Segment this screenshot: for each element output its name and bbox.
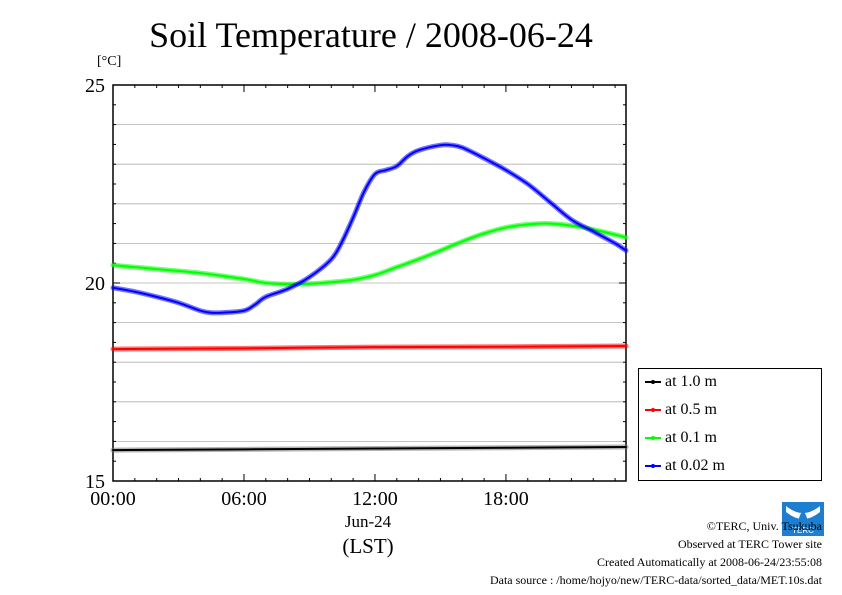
x-date-label: Jun-24 (344, 512, 392, 531)
legend-swatch-0-5m (645, 408, 661, 412)
legend-label-0-02m: at 0.02 m (665, 457, 725, 474)
legend-swatch-1m (645, 380, 661, 384)
series-line-3 (112, 143, 627, 314)
y-unit-label: [°C] (97, 54, 122, 69)
legend-label-0-5m: at 0.5 m (665, 401, 717, 418)
footer-copyright: ©TERC, Univ. Tsukuba (706, 519, 822, 533)
legend-label-0-1m: at 0.1 m (665, 429, 717, 446)
x-tick-label: 12:00 (352, 488, 398, 510)
series-line-0 (112, 445, 627, 452)
x-tick-label: 18:00 (483, 488, 529, 510)
legend: at 1.0 m at 0.5 m at 0.1 m at 0.02 m (638, 368, 822, 481)
x-tick-label: 00:00 (90, 488, 136, 510)
series-line-1 (112, 344, 627, 351)
y-tick-label: 15 (85, 471, 105, 493)
footer-source: Data source : /home/hojyo/new/TERC-data/… (489, 573, 822, 587)
series-lines (110, 142, 629, 453)
legend-label-1m: at 1.0 m (665, 373, 717, 390)
legend-item-0-5m: at 0.5 m (645, 400, 717, 420)
legend-swatch-0-1m (645, 436, 661, 440)
grid-lines (113, 124, 626, 442)
series-line-2 (112, 222, 627, 286)
series-halo-3 (110, 142, 629, 316)
legend-swatch-0-02m (645, 464, 661, 468)
x-timezone-label: (LST) (342, 534, 394, 558)
legend-item-0-02m: at 0.02 m (645, 456, 725, 476)
legend-item-0-1m: at 0.1 m (645, 428, 717, 448)
chart-title: Soil Temperature / 2008-06-24 (149, 15, 593, 55)
series-halo-2 (110, 221, 629, 287)
footer-site: Observed at TERC Tower site (677, 537, 822, 551)
y-tick-label: 25 (85, 75, 105, 97)
terc-logo: TERC (782, 502, 824, 536)
y-tick-label: 20 (85, 273, 105, 295)
x-tick-label: 06:00 (221, 488, 267, 510)
logo-text: TERC (792, 526, 814, 535)
tick-labels: 15 20 25 00:00 06:00 12:00 18:00 (85, 75, 529, 510)
axis-ticks (112, 84, 626, 482)
legend-item-1m: at 1.0 m (645, 372, 717, 392)
footer-created: Created Automatically at 2008-06-24/23:5… (597, 555, 822, 569)
